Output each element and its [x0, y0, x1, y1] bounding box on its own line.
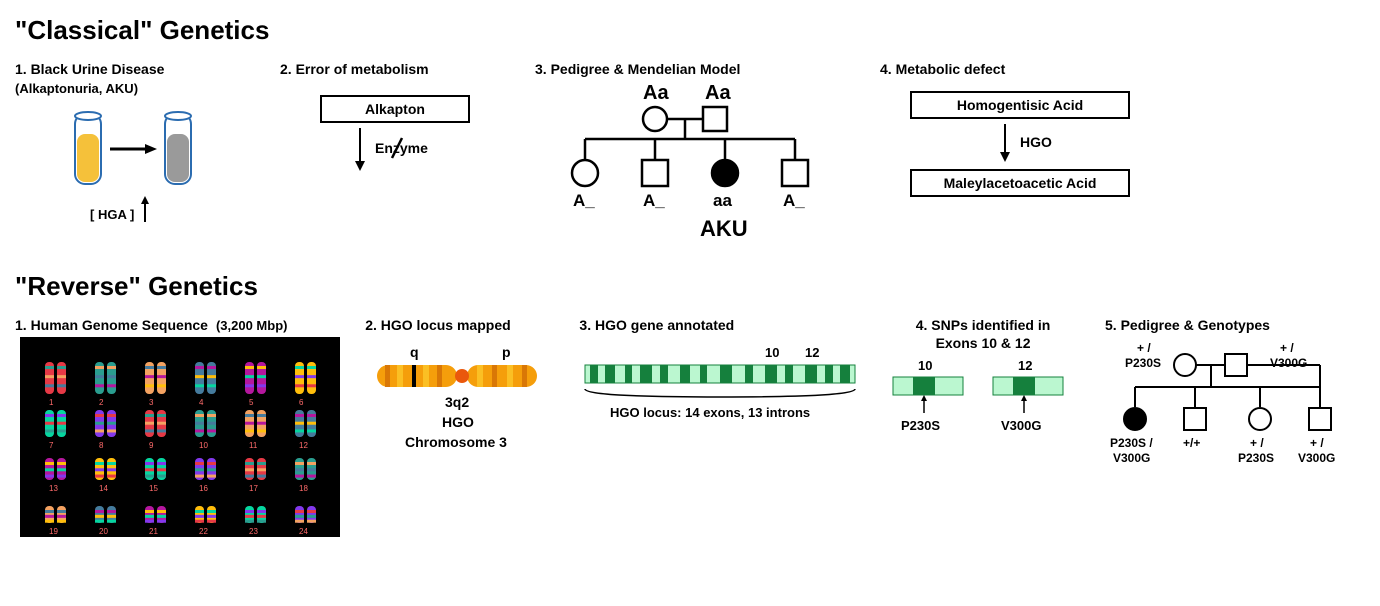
- svg-text:Chromosome 3: Chromosome 3: [405, 434, 507, 450]
- hga-label: [ HGA ]: [90, 207, 134, 222]
- pedigree-reverse: + / P230S + / V300G P230S /: [1105, 337, 1365, 497]
- svg-text:12: 12: [1018, 358, 1032, 373]
- svg-text:10: 10: [765, 345, 779, 360]
- svg-text:11: 11: [249, 441, 258, 450]
- r3-title: 3. HGO gene annotated: [579, 317, 861, 333]
- svg-text:13: 13: [49, 484, 58, 493]
- classical-panel-4: 4. Metabolic defect Homogentisic Acid HG…: [880, 61, 1160, 197]
- reverse-row: 1. Human Genome Sequence (3,200 Mbp) 123…: [15, 317, 1365, 537]
- reverse-panel-1: 1. Human Genome Sequence (3,200 Mbp) 123…: [15, 317, 345, 537]
- reverse-panel-5: 5. Pedigree & Genotypes + / P230S + / V3…: [1105, 317, 1365, 497]
- classical-panel-2: 2. Error of metabolism Alkapton Enzyme: [280, 61, 510, 183]
- svg-text:23: 23: [249, 527, 258, 536]
- reverse-panel-4: 4. SNPs identified in Exons 10 & 12 10 1…: [881, 317, 1085, 445]
- svg-text:+ /: + /: [1310, 436, 1324, 450]
- svg-text:8: 8: [99, 441, 104, 450]
- svg-text:+/+: +/+: [1183, 436, 1200, 450]
- c3-title: 3. Pedigree & Mendelian Model: [535, 61, 855, 77]
- reverse-title: "Reverse" Genetics: [15, 271, 1365, 302]
- chromosome-3: q p 3q2 HGO Chromosome 3: [367, 337, 557, 467]
- c1-title: 1. Black Urine Disease: [15, 61, 255, 77]
- svg-text:1: 1: [49, 398, 54, 407]
- svg-text:P230S: P230S: [1238, 451, 1274, 465]
- svg-text:4: 4: [199, 398, 204, 407]
- snps-diagram: 10 12 P230S V300G: [883, 355, 1083, 445]
- svg-text:p: p: [502, 344, 511, 360]
- enzyme-arrow: Enzyme: [320, 123, 470, 183]
- svg-text:3q2: 3q2: [445, 394, 469, 410]
- c1-subtitle: (Alkaptonuria, AKU): [15, 81, 255, 96]
- svg-text:q: q: [410, 344, 419, 360]
- gene-annotated: 10 12 HGO loc: [580, 337, 860, 437]
- svg-text:HGO: HGO: [1020, 134, 1052, 150]
- svg-text:5: 5: [249, 398, 254, 407]
- svg-text:HGO: HGO: [442, 414, 474, 430]
- svg-text:V300G: V300G: [1298, 451, 1335, 465]
- r2-title: 2. HGO locus mapped: [365, 317, 559, 333]
- pedigree-classical: Aa Aa A_ A_ aa A_ AKU: [545, 81, 845, 246]
- svg-text:V300G: V300G: [1001, 418, 1041, 433]
- svg-text:Aa: Aa: [705, 82, 731, 104]
- hga-box: Homogentisic Acid: [910, 91, 1130, 119]
- svg-text:15: 15: [149, 484, 158, 493]
- svg-text:HGO locus: 14 exons, 13 intron: HGO locus: 14 exons, 13 introns: [610, 405, 810, 420]
- reverse-panel-2: 2. HGO locus mapped q p 3q2 HGO Chromoso…: [365, 317, 559, 467]
- svg-text:18: 18: [299, 484, 308, 493]
- svg-text:9: 9: [149, 441, 154, 450]
- reverse-panel-3: 3. HGO gene annotated 10 12: [579, 317, 861, 437]
- svg-text:7: 7: [49, 441, 54, 450]
- svg-text:aa: aa: [713, 191, 732, 210]
- svg-text:14: 14: [99, 484, 108, 493]
- test-tubes-diagram: [ HGA ]: [45, 104, 225, 234]
- hgo-arrow: HGO: [910, 119, 1130, 169]
- r1-title: 1. Human Genome Sequence: [15, 317, 208, 333]
- svg-text:+ /: + /: [1280, 341, 1294, 355]
- svg-text:2: 2: [99, 398, 104, 407]
- r1-sub: (3,200 Mbp): [216, 318, 288, 333]
- svg-text:20: 20: [99, 527, 108, 536]
- svg-text:3: 3: [149, 398, 154, 407]
- svg-text:12: 12: [805, 345, 819, 360]
- classical-row: 1. Black Urine Disease (Alkaptonuria, AK…: [15, 61, 1365, 246]
- alkapton-box: Alkapton: [320, 95, 470, 123]
- classical-panel-3: 3. Pedigree & Mendelian Model Aa Aa A_: [535, 61, 855, 246]
- svg-text:17: 17: [249, 484, 258, 493]
- svg-text:A_: A_: [643, 191, 665, 210]
- svg-text:10: 10: [199, 441, 208, 450]
- karyotype: 123456789101112131415161718192021222324: [20, 337, 340, 537]
- svg-text:22: 22: [199, 527, 208, 536]
- r4-title2: Exons 10 & 12: [881, 335, 1085, 351]
- c2-title: 2. Error of metabolism: [280, 61, 510, 77]
- svg-text:12: 12: [299, 441, 308, 450]
- svg-text:P230S: P230S: [901, 418, 940, 433]
- svg-text:+ /: + /: [1137, 341, 1151, 355]
- svg-text:21: 21: [149, 527, 158, 536]
- r5-title: 5. Pedigree & Genotypes: [1105, 317, 1365, 333]
- svg-text:6: 6: [299, 398, 304, 407]
- svg-text:P230S /: P230S /: [1110, 436, 1153, 450]
- svg-text:10: 10: [918, 358, 932, 373]
- svg-text:Aa: Aa: [643, 82, 669, 104]
- svg-text:V300G: V300G: [1270, 356, 1307, 370]
- svg-text:16: 16: [199, 484, 208, 493]
- c4-title: 4. Metabolic defect: [880, 61, 1160, 77]
- svg-text:P230S: P230S: [1125, 356, 1161, 370]
- maa-box: Maleylacetoacetic Acid: [910, 169, 1130, 197]
- classical-title: "Classical" Genetics: [15, 15, 1365, 46]
- classical-panel-1: 1. Black Urine Disease (Alkaptonuria, AK…: [15, 61, 255, 234]
- enzyme-label: Enzyme: [375, 140, 428, 156]
- svg-text:AKU: AKU: [700, 216, 748, 241]
- svg-text:A_: A_: [783, 191, 805, 210]
- r4-title: 4. SNPs identified in: [881, 317, 1085, 333]
- svg-text:A_: A_: [573, 191, 595, 210]
- svg-text:24: 24: [299, 527, 308, 536]
- svg-text:+ /: + /: [1250, 436, 1264, 450]
- svg-text:V300G: V300G: [1113, 451, 1150, 465]
- svg-text:19: 19: [49, 527, 58, 536]
